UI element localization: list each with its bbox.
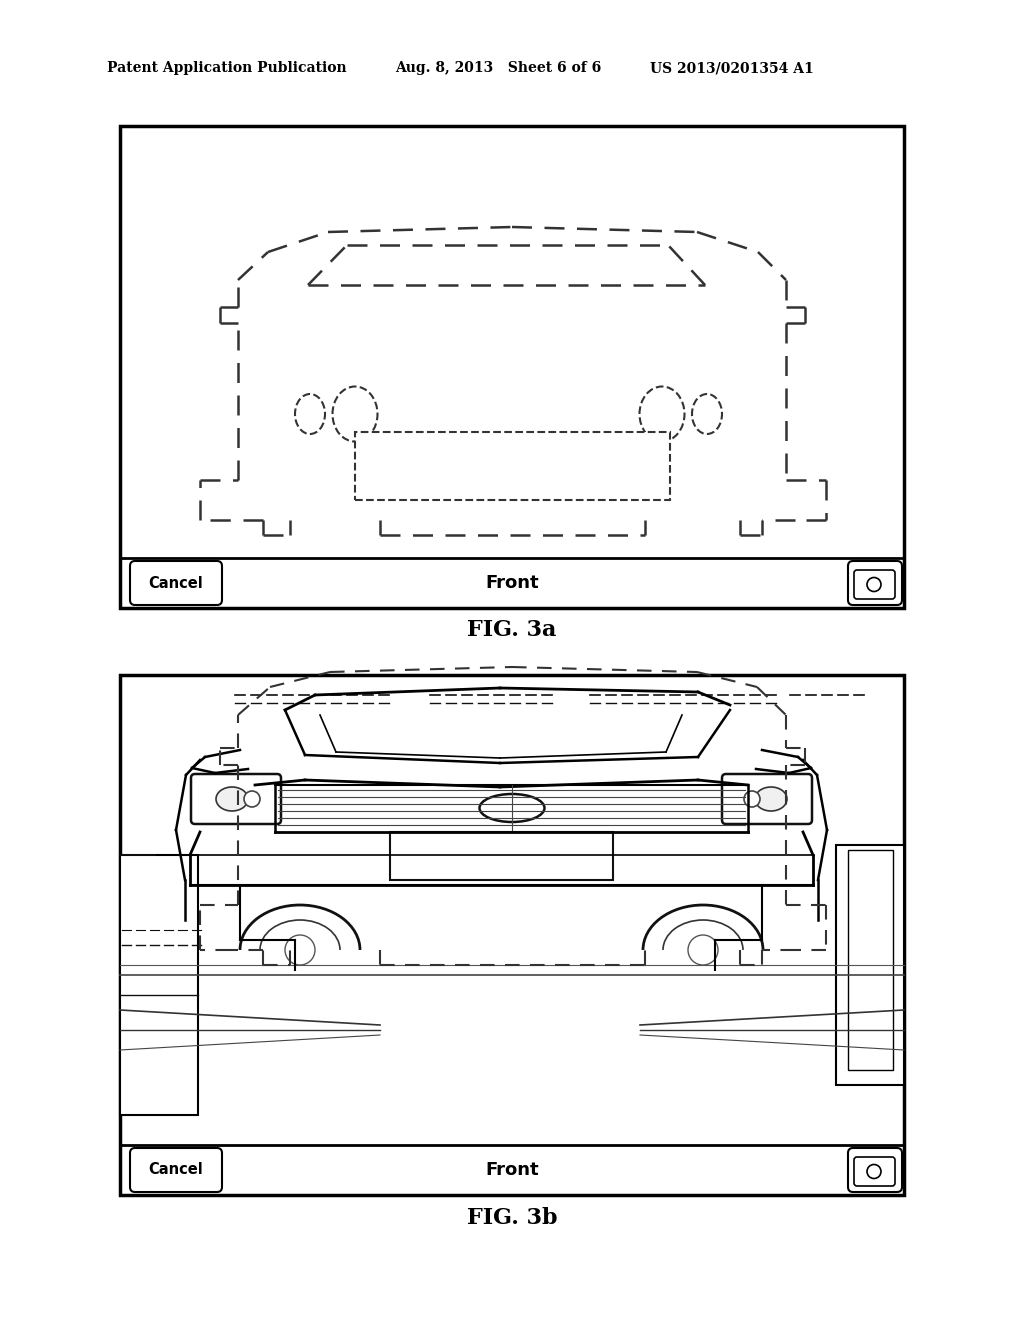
Text: FIG. 3a: FIG. 3a xyxy=(467,619,557,642)
Bar xyxy=(355,432,670,500)
Circle shape xyxy=(244,791,260,807)
FancyBboxPatch shape xyxy=(848,561,902,605)
FancyBboxPatch shape xyxy=(130,561,222,605)
Ellipse shape xyxy=(295,393,325,434)
FancyBboxPatch shape xyxy=(854,1158,895,1185)
Text: Cancel: Cancel xyxy=(148,576,204,590)
Circle shape xyxy=(867,1164,881,1179)
Text: Cancel: Cancel xyxy=(148,1163,204,1177)
Bar xyxy=(848,850,893,1071)
FancyBboxPatch shape xyxy=(191,774,281,824)
Circle shape xyxy=(744,791,760,807)
Circle shape xyxy=(867,578,881,591)
Ellipse shape xyxy=(640,387,684,441)
Bar xyxy=(390,832,613,880)
Bar xyxy=(836,845,904,1085)
Circle shape xyxy=(285,935,315,965)
FancyBboxPatch shape xyxy=(848,1148,902,1192)
Bar xyxy=(120,125,904,609)
Ellipse shape xyxy=(479,795,545,822)
Text: Aug. 8, 2013   Sheet 6 of 6: Aug. 8, 2013 Sheet 6 of 6 xyxy=(395,61,601,75)
Ellipse shape xyxy=(692,393,722,434)
Ellipse shape xyxy=(755,787,787,810)
Text: Front: Front xyxy=(485,574,539,591)
Ellipse shape xyxy=(216,787,248,810)
Ellipse shape xyxy=(333,387,378,441)
Text: Patent Application Publication: Patent Application Publication xyxy=(106,61,347,75)
FancyBboxPatch shape xyxy=(130,1148,222,1192)
FancyBboxPatch shape xyxy=(854,570,895,599)
Circle shape xyxy=(688,935,718,965)
Text: FIG. 3b: FIG. 3b xyxy=(467,1206,557,1229)
FancyBboxPatch shape xyxy=(722,774,812,824)
Bar xyxy=(120,675,904,1195)
Text: US 2013/0201354 A1: US 2013/0201354 A1 xyxy=(650,61,814,75)
Text: Front: Front xyxy=(485,1162,539,1179)
Bar xyxy=(120,855,198,1115)
